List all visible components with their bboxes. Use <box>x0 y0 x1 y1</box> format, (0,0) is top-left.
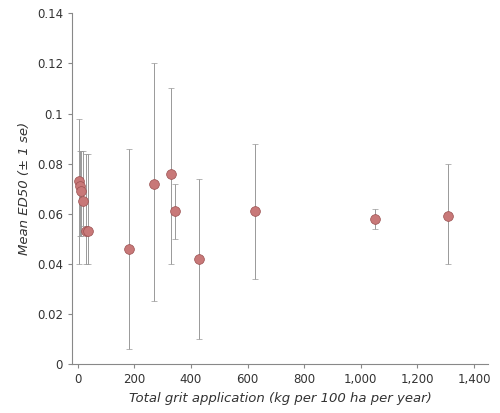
Y-axis label: Mean ED50 (± 1 se): Mean ED50 (± 1 se) <box>18 122 32 255</box>
X-axis label: Total grit application (kg per 100 ha per year): Total grit application (kg per 100 ha pe… <box>128 392 432 405</box>
